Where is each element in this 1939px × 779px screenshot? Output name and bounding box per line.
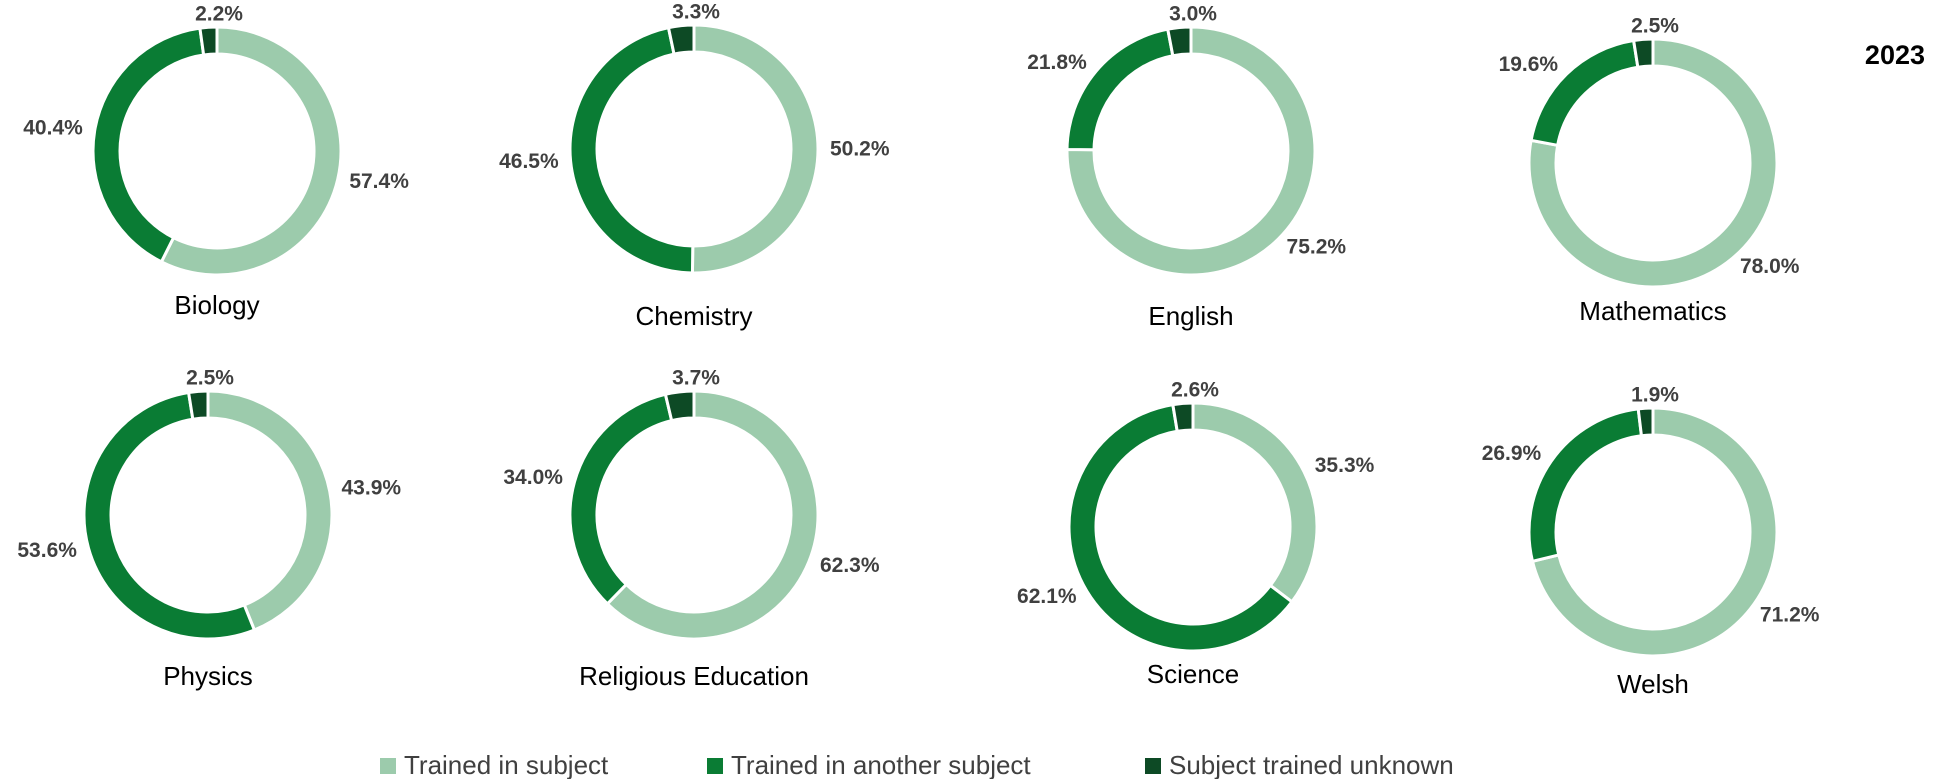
donut-segment: [666, 23, 696, 56]
value-label: 75.2%: [1287, 235, 1347, 258]
donut-segment: [82, 390, 257, 641]
donut-title: Chemistry: [635, 301, 752, 331]
year-label: 2023: [1865, 40, 1925, 70]
donut-segment: [1065, 25, 1317, 277]
legend-label: Subject trained unknown: [1169, 750, 1454, 779]
donut-title: Religious Education: [579, 661, 809, 691]
legend-label: Trained in another subject: [731, 750, 1031, 779]
donut-segment: [1166, 25, 1193, 58]
donut-segment: [159, 25, 343, 277]
donut-segment: [1530, 406, 1779, 658]
donut-segment: [1191, 401, 1319, 604]
value-label: 34.0%: [503, 466, 563, 489]
legend-swatch: [380, 758, 396, 774]
value-label: 62.3%: [820, 554, 880, 577]
value-label: 53.6%: [17, 539, 77, 562]
donut-segment: [91, 26, 206, 264]
value-label: 3.0%: [1169, 3, 1217, 26]
legend-swatch: [707, 758, 723, 774]
value-label: 50.2%: [830, 137, 890, 160]
value-label: 1.9%: [1631, 384, 1679, 407]
value-label: 2.6%: [1171, 379, 1219, 402]
donut-segment: [1171, 401, 1195, 434]
donut-segment: [1636, 406, 1655, 438]
donut-segment: [663, 389, 696, 423]
value-label: 3.7%: [672, 367, 720, 390]
value-label: 62.1%: [1017, 585, 1077, 608]
donut-title: English: [1148, 301, 1233, 331]
value-label: 2.2%: [195, 3, 243, 26]
donut-segment: [568, 25, 695, 275]
donut-segment: [186, 389, 210, 421]
value-label: 40.4%: [23, 116, 83, 139]
value-label: 35.3%: [1315, 454, 1375, 477]
value-label: 78.0%: [1740, 255, 1800, 278]
legend-swatch: [1145, 758, 1161, 774]
value-label: 2.5%: [186, 367, 234, 390]
value-label: 26.9%: [1482, 442, 1542, 465]
value-label: 3.3%: [672, 1, 720, 24]
value-label: 2.5%: [1631, 15, 1679, 38]
value-label: 46.5%: [499, 150, 559, 173]
donut-title: Physics: [163, 661, 253, 691]
value-label: 57.4%: [349, 170, 409, 193]
donut-segment: [206, 389, 334, 632]
donut-segment: [1631, 37, 1655, 69]
donut-segment: [198, 25, 219, 57]
donut-segment: [1527, 407, 1644, 564]
donut-segment: [605, 389, 820, 641]
donut-segment: [1527, 37, 1779, 289]
donut-segment: [1065, 27, 1175, 152]
donut-segment: [690, 23, 820, 275]
donut-title: Mathematics: [1579, 296, 1726, 326]
donut-segment: [1067, 402, 1295, 653]
donut-segment: [568, 392, 674, 606]
donut-title: Biology: [174, 290, 259, 320]
value-label: 43.9%: [342, 477, 402, 500]
legend-label: Trained in subject: [404, 750, 609, 779]
donut-title: Welsh: [1617, 669, 1689, 699]
value-label: 21.8%: [1027, 51, 1087, 74]
donut-title: Science: [1147, 659, 1240, 689]
value-label: 71.2%: [1760, 604, 1820, 627]
value-label: 19.6%: [1499, 53, 1559, 76]
